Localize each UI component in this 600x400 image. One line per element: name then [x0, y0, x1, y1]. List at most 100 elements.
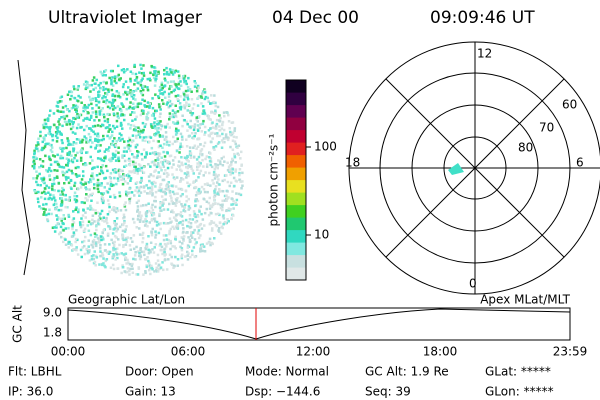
image-pixel — [212, 196, 216, 199]
image-pixel — [77, 85, 80, 88]
image-pixel — [209, 102, 212, 105]
image-pixel — [51, 197, 54, 200]
image-pixel — [175, 149, 179, 153]
image-pixel — [104, 259, 107, 263]
image-pixel — [104, 101, 108, 105]
image-pixel — [168, 191, 172, 194]
image-pixel — [107, 90, 110, 93]
image-pixel — [171, 209, 174, 212]
image-pixel — [86, 86, 90, 89]
image-pixel — [196, 199, 200, 203]
image-pixel — [194, 204, 197, 208]
image-pixel — [97, 135, 100, 138]
image-pixel — [182, 78, 186, 81]
image-pixel — [131, 262, 134, 266]
image-pixel — [143, 190, 146, 193]
image-pixel — [169, 154, 173, 157]
image-pixel — [154, 185, 157, 188]
image-pixel — [59, 193, 62, 196]
image-pixel — [123, 113, 126, 117]
image-pixel — [122, 71, 126, 74]
image-pixel — [205, 165, 209, 168]
image-pixel — [217, 173, 220, 177]
image-pixel — [216, 192, 219, 195]
image-pixel — [45, 213, 48, 217]
image-pixel — [88, 127, 91, 130]
image-pixel — [163, 90, 166, 94]
image-pixel — [83, 201, 86, 205]
image-pixel — [72, 117, 75, 120]
image-pixel — [105, 148, 108, 151]
image-pixel — [90, 258, 94, 261]
image-pixel — [186, 94, 189, 97]
image-pixel — [72, 233, 76, 236]
image-pixel — [97, 100, 101, 104]
image-pixel — [132, 168, 136, 172]
image-pixel — [64, 243, 68, 246]
image-pixel — [166, 183, 169, 187]
image-pixel — [81, 223, 85, 227]
image-pixel — [196, 120, 199, 123]
image-pixel — [144, 270, 147, 273]
image-pixel — [155, 73, 158, 76]
image-pixel — [229, 169, 232, 172]
image-pixel — [84, 137, 88, 140]
image-pixel — [124, 91, 127, 95]
image-pixel — [152, 114, 155, 117]
image-pixel — [111, 263, 115, 267]
image-pixel — [72, 210, 75, 213]
image-pixel — [98, 263, 101, 266]
image-pixel — [176, 122, 179, 125]
image-pixel — [176, 94, 180, 97]
image-pixel — [170, 102, 174, 106]
image-pixel — [151, 268, 154, 271]
image-pixel — [80, 182, 84, 186]
image-pixel — [136, 205, 140, 208]
image-pixel — [107, 149, 110, 153]
image-pixel — [61, 106, 65, 109]
image-pixel — [120, 252, 123, 255]
image-pixel — [36, 141, 40, 144]
image-pixel — [49, 109, 52, 112]
image-pixel — [166, 81, 170, 84]
image-pixel — [93, 124, 97, 128]
image-pixel — [37, 149, 40, 153]
image-pixel — [42, 207, 45, 211]
image-pixel — [72, 104, 75, 107]
image-pixel — [233, 152, 236, 156]
image-pixel — [161, 261, 164, 264]
image-pixel — [241, 171, 244, 175]
image-pixel — [142, 220, 145, 223]
image-pixel — [58, 232, 61, 236]
image-pixel — [203, 88, 206, 91]
colorbar-band — [286, 105, 306, 118]
image-pixel — [58, 130, 61, 134]
image-pixel — [172, 80, 175, 83]
image-pixel — [228, 184, 231, 188]
image-pixel — [175, 140, 179, 143]
image-pixel — [89, 90, 92, 93]
image-pixel — [179, 95, 182, 98]
image-pixel — [120, 102, 123, 105]
image-pixel — [74, 117, 77, 121]
image-pixel — [175, 213, 178, 216]
image-pixel — [47, 186, 51, 189]
plot-x-tick: 18:00 — [423, 345, 458, 359]
image-pixel — [142, 64, 145, 67]
image-pixel — [139, 179, 143, 183]
image-pixel — [178, 151, 181, 154]
image-pixel — [61, 217, 65, 221]
image-pixel — [146, 118, 149, 121]
image-pixel — [82, 183, 85, 186]
image-pixel — [165, 234, 168, 237]
image-pixel — [168, 126, 171, 129]
image-pixel — [123, 216, 126, 219]
image-pixel — [142, 204, 145, 207]
image-pixel — [197, 187, 201, 191]
image-pixel — [181, 236, 184, 239]
image-pixel — [212, 173, 216, 177]
image-pixel — [155, 109, 158, 113]
image-pixel — [172, 216, 176, 219]
image-pixel — [74, 208, 77, 211]
image-pixel — [188, 150, 192, 153]
